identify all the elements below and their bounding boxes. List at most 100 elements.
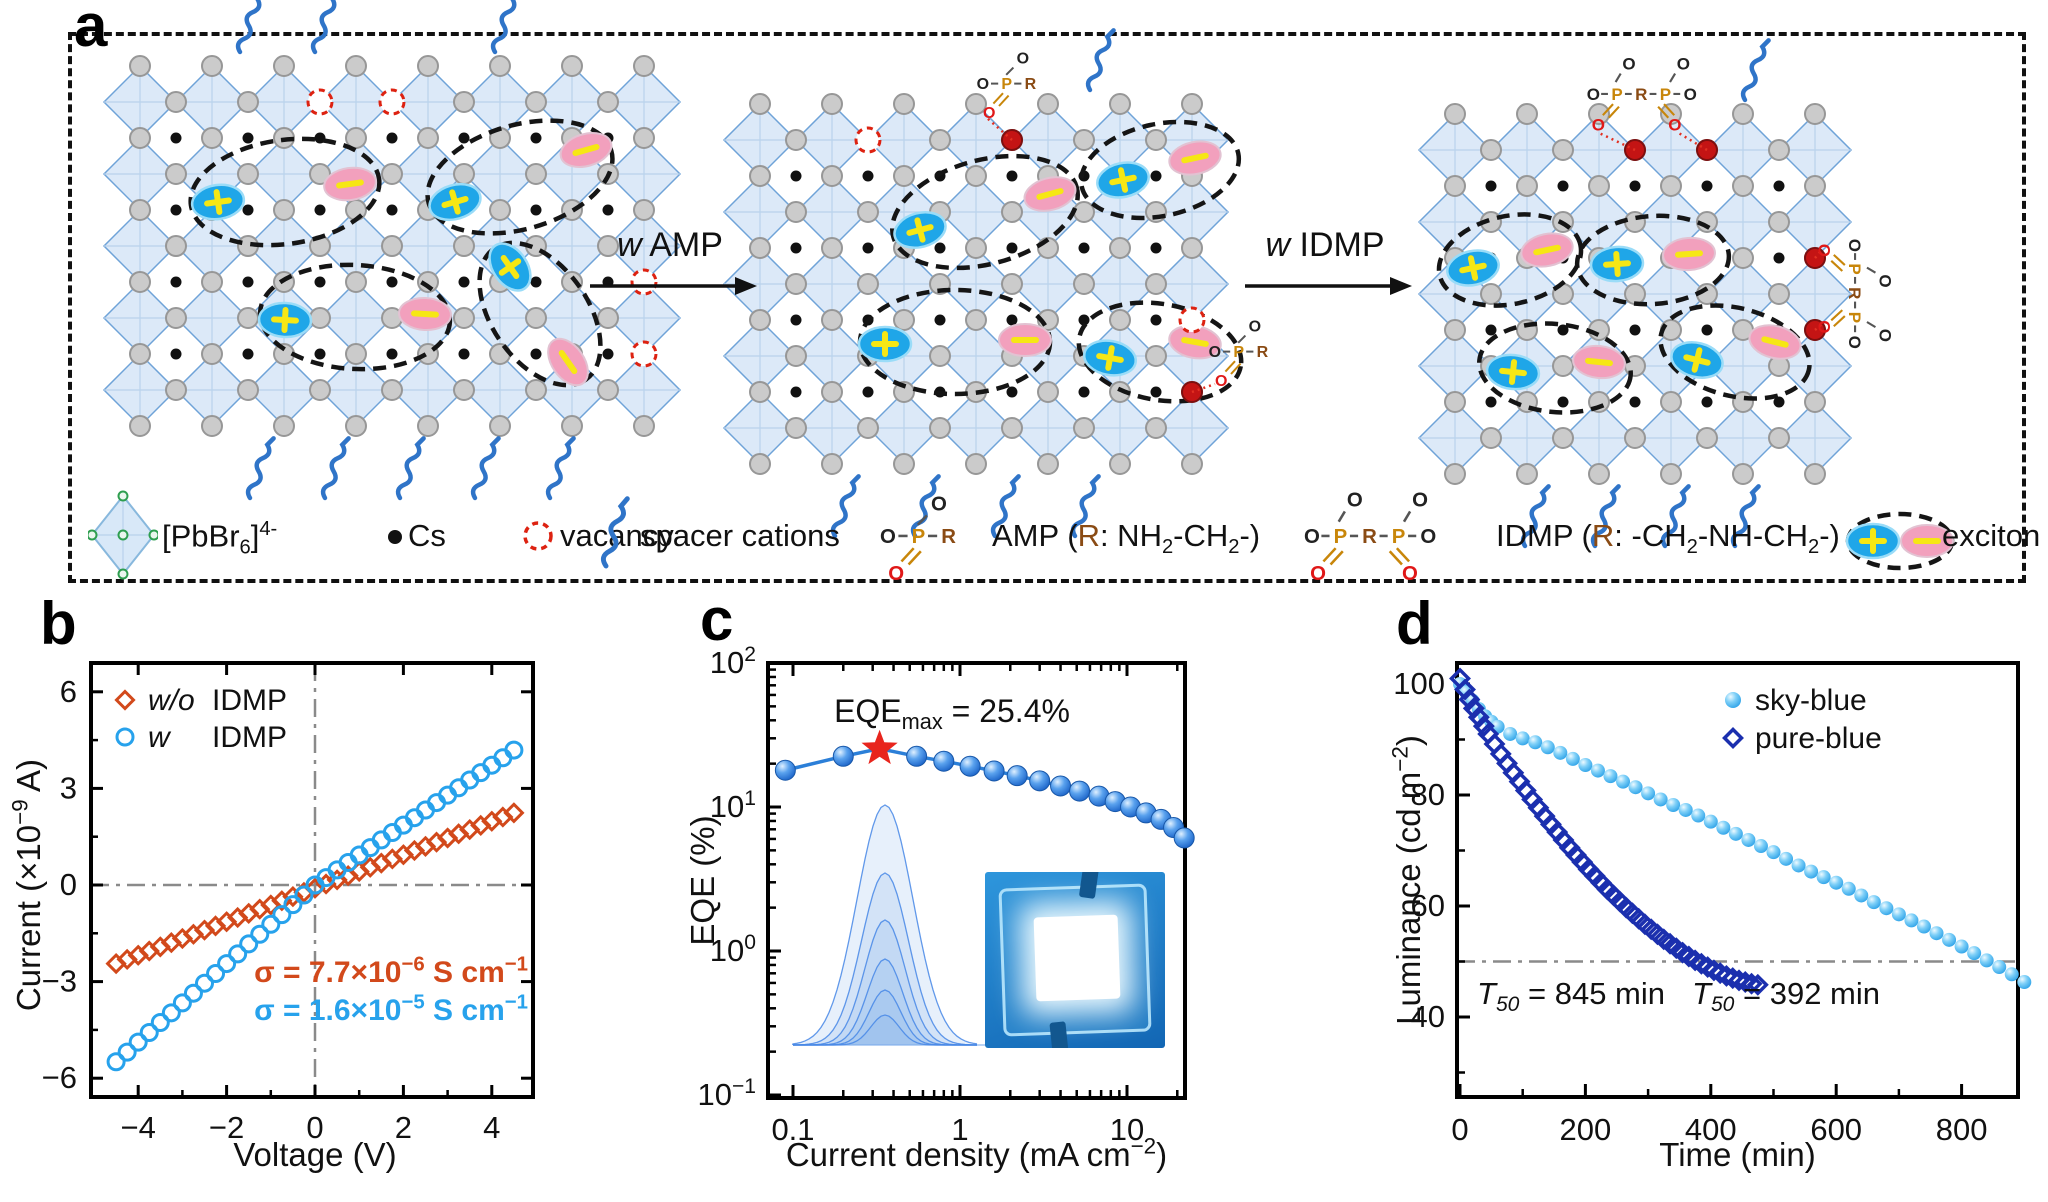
svg-text:O: O	[1668, 116, 1681, 135]
svg-text:0: 0	[1451, 1112, 1468, 1147]
electron-minus	[1168, 140, 1222, 176]
svg-text:P: P	[1233, 344, 1244, 361]
cs-dots	[170, 132, 614, 360]
exciton	[257, 262, 453, 372]
octahedra	[722, 102, 1230, 466]
spacer-cation-squiggle	[600, 496, 630, 569]
svg-text:600: 600	[1810, 1112, 1862, 1147]
svg-text:800: 800	[1936, 1112, 1988, 1147]
exciton	[477, 240, 603, 388]
svg-text:101: 101	[710, 787, 756, 824]
svg-text:10: 10	[1110, 1112, 1144, 1147]
vacancy-site	[378, 88, 406, 116]
svg-text:O: O	[1876, 329, 1895, 342]
svg-text:4: 4	[483, 1110, 500, 1145]
svg-text:O: O	[977, 76, 989, 93]
emitting-area	[1033, 914, 1121, 1002]
electron-minus	[1572, 344, 1626, 380]
eqe-series	[774, 729, 1195, 849]
hole-plus	[857, 325, 913, 363]
svg-text:R: R	[941, 526, 956, 548]
legend-spacer-label: spacer cations	[640, 518, 840, 553]
spacer-cation-squiggle	[910, 474, 941, 539]
vacancy-site	[630, 340, 658, 368]
hole-plus	[488, 242, 532, 292]
spacer-cation-icon	[600, 496, 630, 569]
svg-text:Time (min): Time (min)	[1659, 1136, 1815, 1173]
iv-chart: −4 −2 0 2 4 6 3 0 −3 −6 Voltage (V) Current (×10−9 …	[7, 661, 535, 1173]
svg-text:O: O	[1347, 489, 1363, 511]
svg-text:sky-blue: sky-blue	[1755, 684, 1867, 717]
hole-plus	[1589, 245, 1645, 283]
el-spectrum-inset	[792, 804, 1053, 1046]
svg-text:R: R	[1257, 344, 1269, 361]
svg-text:O: O	[1017, 51, 1029, 68]
svg-text:P: P	[1392, 526, 1406, 548]
exciton	[1076, 300, 1244, 404]
svg-text:P: P	[1660, 85, 1671, 104]
lattice-vertices	[749, 93, 1203, 475]
series-sky-blue	[1453, 677, 2032, 990]
svg-text:O: O	[1845, 336, 1864, 349]
svg-text:200: 200	[1560, 1112, 1612, 1147]
svg-text:O: O	[1209, 344, 1221, 361]
svg-text:O: O	[1845, 239, 1864, 252]
spacer-cation-squiggle	[1740, 38, 1771, 103]
svg-text:P: P	[1845, 312, 1864, 323]
spacer-cation-squiggle	[1660, 484, 1691, 549]
octahedra	[102, 64, 682, 428]
svg-text:O: O	[1304, 526, 1320, 548]
svg-text:0.1: 0.1	[771, 1112, 814, 1147]
spacer-cation-squiggle	[395, 436, 426, 501]
legend-amp-label: AMP (R: NH2-CH2-)	[992, 518, 1261, 559]
svg-text:80: 80	[1411, 777, 1445, 812]
svg-text:pure-blue: pure-blue	[1755, 722, 1882, 755]
panel-letter-a: a	[74, 0, 108, 59]
hole-plus	[1446, 249, 1500, 287]
amp-molecule: OO P RO	[977, 51, 1037, 122]
electron-minus	[323, 166, 377, 202]
luminance-chart: 0 200 400 600 800 100 80 60 40 Time (min) Luminanc…	[1387, 661, 2032, 1173]
svg-text:Voltage (V): Voltage (V)	[233, 1136, 396, 1173]
spacer-cation-squiggle	[1085, 28, 1116, 93]
exciton	[890, 153, 1080, 271]
svg-text:O: O	[1310, 563, 1326, 585]
spacer-cation-squiggle	[990, 474, 1021, 539]
vacancy-icon	[523, 521, 553, 551]
svg-text:IDMP: IDMP	[212, 684, 287, 717]
svg-text:EQEmax = 25.4%: EQEmax = 25.4%	[834, 693, 1070, 734]
legend-exciton-label: exciton	[1942, 518, 2041, 553]
svg-text:T50 = 392 min: T50 = 392 min	[1692, 976, 1880, 1016]
exciton	[1574, 213, 1732, 307]
arrow-w-idmp: w IDMP	[1245, 226, 1412, 295]
svg-text:R: R	[1635, 85, 1647, 104]
hole-plus	[1845, 522, 1901, 560]
spacer-cation-squiggle	[310, 0, 341, 55]
eqe-chart: 0.1 1 10 10−1 100 101 102 Current density (mA c…	[684, 643, 1195, 1173]
exciton	[1845, 511, 1955, 571]
idmp-molecule-icon: O P R P OO OO O	[1304, 489, 1436, 585]
amp-molecule: OO P RO	[1209, 319, 1269, 390]
arrow-w-amp: w AMP	[590, 226, 757, 295]
svg-text:O: O	[1402, 563, 1418, 585]
svg-text:R: R	[1845, 287, 1864, 299]
svg-text:O: O	[1815, 244, 1834, 257]
electron-minus	[559, 132, 613, 168]
svg-text:w AMP: w AMP	[617, 226, 723, 264]
svg-text:3: 3	[60, 770, 77, 805]
octahedra	[1417, 112, 1853, 476]
exciton	[188, 136, 382, 248]
spacer-cation-squiggle	[470, 436, 501, 501]
svg-text:400: 400	[1685, 1112, 1737, 1147]
svg-text:−2: −2	[209, 1110, 244, 1145]
hole-plus	[893, 211, 947, 249]
device-photo-inset	[985, 872, 1165, 1048]
spacer-cation-squiggle	[320, 436, 351, 501]
legend-d: sky-blue pure-blue	[1722, 684, 1882, 755]
vacancy-site	[1178, 306, 1206, 334]
